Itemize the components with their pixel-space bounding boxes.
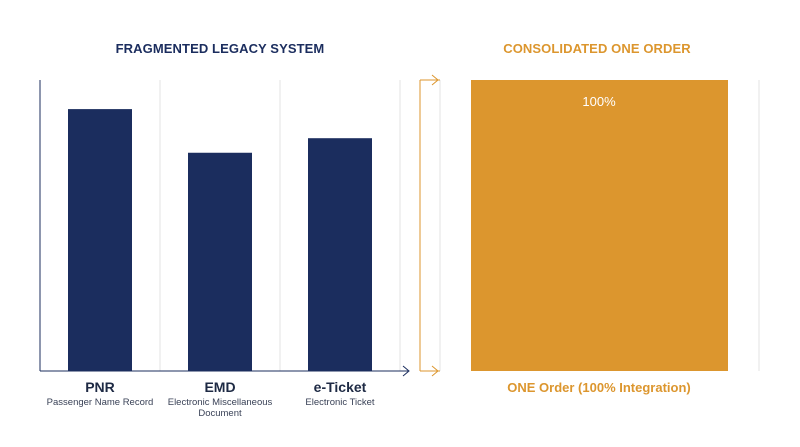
bar-emd <box>188 152 252 371</box>
left-chart-title: FRAGMENTED LEGACY SYSTEM <box>115 41 325 56</box>
bar-one-order <box>471 80 728 371</box>
bar-pnr <box>68 109 132 371</box>
bar-e-ticket <box>308 138 372 371</box>
category-label: EMD <box>204 379 236 395</box>
left-x-axis-arrow <box>402 365 410 377</box>
category-label: e-Ticket <box>313 379 367 395</box>
right-top-arrow <box>431 74 439 86</box>
one-order-label: ONE Order (100% Integration) <box>507 380 691 395</box>
category-sublabel: Electronic Ticket <box>305 397 375 408</box>
right-x-axis-arrow <box>431 365 439 377</box>
data-label: 100% <box>582 94 616 109</box>
category-sublabel: Electronic Miscellaneous Document <box>167 397 273 419</box>
category-sublabel: Passenger Name Record <box>46 397 154 408</box>
right-chart-title: CONSOLIDATED ONE ORDER <box>503 41 691 56</box>
category-label: PNR <box>85 379 115 395</box>
